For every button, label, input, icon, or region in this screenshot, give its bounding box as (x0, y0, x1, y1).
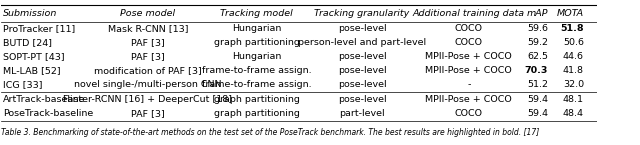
Text: novel single-/multi-person CNN: novel single-/multi-person CNN (74, 80, 221, 89)
Text: PAF [3]: PAF [3] (131, 109, 165, 118)
Text: ICG [33]: ICG [33] (3, 80, 43, 89)
Text: Mask R-CNN [13]: Mask R-CNN [13] (108, 24, 188, 33)
Text: 70.3: 70.3 (525, 66, 548, 75)
Text: Additional training data: Additional training data (413, 9, 525, 18)
Text: modification of PAF [3]: modification of PAF [3] (94, 66, 202, 75)
Text: 59.6: 59.6 (527, 24, 548, 33)
Text: mAP: mAP (527, 9, 548, 18)
Text: 59.4: 59.4 (527, 95, 548, 104)
Text: ML-LAB [52]: ML-LAB [52] (3, 66, 61, 75)
Text: Hungarian: Hungarian (232, 52, 281, 61)
Text: Tracking granularity: Tracking granularity (314, 9, 410, 18)
Text: pose-level: pose-level (338, 95, 387, 104)
Text: PoseTrack-baseline: PoseTrack-baseline (3, 109, 93, 118)
Text: frame-to-frame assign.: frame-to-frame assign. (202, 66, 311, 75)
Text: pose-level: pose-level (338, 52, 387, 61)
Text: 59.4: 59.4 (527, 109, 548, 118)
Text: Table 3. Benchmarking of state-of-the-art methods on the test set of the PoseTra: Table 3. Benchmarking of state-of-the-ar… (1, 127, 539, 136)
Text: 59.2: 59.2 (527, 38, 548, 47)
Text: MPII-Pose + COCO: MPII-Pose + COCO (426, 52, 512, 61)
Text: graph partitioning: graph partitioning (214, 95, 300, 104)
Text: 48.1: 48.1 (563, 95, 584, 104)
Text: -: - (467, 80, 470, 89)
Text: pose-level: pose-level (338, 80, 387, 89)
Text: Faster-RCNN [16] + DeeperCut [18]: Faster-RCNN [16] + DeeperCut [18] (63, 95, 232, 104)
Text: 51.2: 51.2 (527, 80, 548, 89)
Text: COCO: COCO (455, 38, 483, 47)
Text: frame-to-frame assign.: frame-to-frame assign. (202, 80, 311, 89)
Text: pose-level: pose-level (338, 24, 387, 33)
Text: PAF [3]: PAF [3] (131, 52, 165, 61)
Text: 50.6: 50.6 (563, 38, 584, 47)
Text: COCO: COCO (455, 109, 483, 118)
Text: part-level: part-level (339, 109, 385, 118)
Text: PAF [3]: PAF [3] (131, 38, 165, 47)
Text: 32.0: 32.0 (563, 80, 584, 89)
Text: 62.5: 62.5 (527, 52, 548, 61)
Text: Hungarian: Hungarian (232, 24, 281, 33)
Text: Tracking model: Tracking model (220, 9, 293, 18)
Text: graph partitioning: graph partitioning (214, 109, 300, 118)
Text: MPII-Pose + COCO: MPII-Pose + COCO (426, 66, 512, 75)
Text: pose-level: pose-level (338, 66, 387, 75)
Text: 44.6: 44.6 (563, 52, 584, 61)
Text: 41.8: 41.8 (563, 66, 584, 75)
Text: 48.4: 48.4 (563, 109, 584, 118)
Text: BUTD [24]: BUTD [24] (3, 38, 52, 47)
Text: graph partitioning: graph partitioning (214, 38, 300, 47)
Text: 51.8: 51.8 (560, 24, 584, 33)
Text: MPII-Pose + COCO: MPII-Pose + COCO (426, 95, 512, 104)
Text: SOPT-PT [43]: SOPT-PT [43] (3, 52, 65, 61)
Text: person-level and part-level: person-level and part-level (298, 38, 426, 47)
Text: MOTA: MOTA (557, 9, 584, 18)
Text: ProTracker [11]: ProTracker [11] (3, 24, 76, 33)
Text: ArtTrack-baseline: ArtTrack-baseline (3, 95, 86, 104)
Text: Submission: Submission (3, 9, 58, 18)
Text: COCO: COCO (455, 24, 483, 33)
Text: Pose model: Pose model (120, 9, 175, 18)
